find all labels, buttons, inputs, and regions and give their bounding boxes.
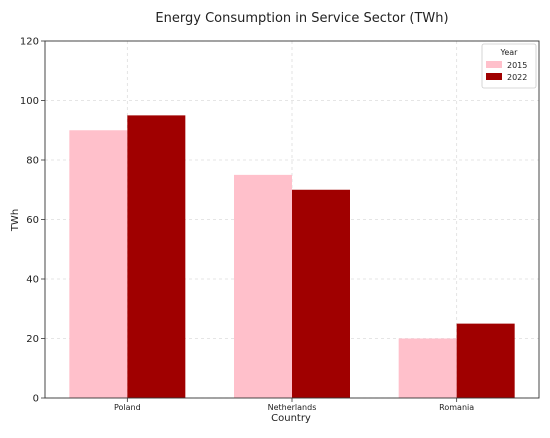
- bar-romania-2015: [398, 338, 457, 398]
- legend-label-2022: 2022: [507, 73, 527, 82]
- x-tick-label: Romania: [439, 403, 474, 412]
- y-tick-label: 60: [26, 215, 39, 226]
- axes: [41, 40, 540, 402]
- legend-swatch-2015: [486, 61, 502, 68]
- y-tick-label: 80: [26, 156, 39, 167]
- y-axis-label: TWh: [10, 209, 21, 232]
- x-tick-label: Poland: [114, 403, 141, 412]
- bar-netherlands-2022: [292, 189, 350, 398]
- plot-frame: [44, 40, 540, 399]
- tick-labels: 0 20 40 60 80 100 120 Poland Netherlands Romania: [20, 37, 474, 413]
- bar-poland-2022: [127, 115, 186, 398]
- legend-label-2015: 2015: [507, 61, 527, 70]
- x-axis-label: Country: [271, 413, 311, 424]
- y-tick-label: 40: [26, 275, 39, 286]
- x-tick-label: Netherlands: [268, 403, 317, 412]
- legend-swatch-2022: [486, 73, 502, 80]
- y-tick-label: 120: [20, 37, 39, 48]
- y-tick-label: 0: [33, 394, 39, 405]
- bars: [69, 115, 515, 398]
- chart-title: Energy Consumption in Service Sector (TW…: [155, 11, 448, 26]
- y-tick-label: 100: [20, 96, 39, 107]
- bar-netherlands-2015: [234, 174, 292, 398]
- bar-poland-2015: [69, 130, 128, 398]
- legend: Year 2015 2022: [481, 43, 537, 89]
- legend-title: Year: [500, 48, 519, 57]
- bar-romania-2022: [456, 323, 515, 398]
- y-tick-label: 20: [26, 334, 39, 345]
